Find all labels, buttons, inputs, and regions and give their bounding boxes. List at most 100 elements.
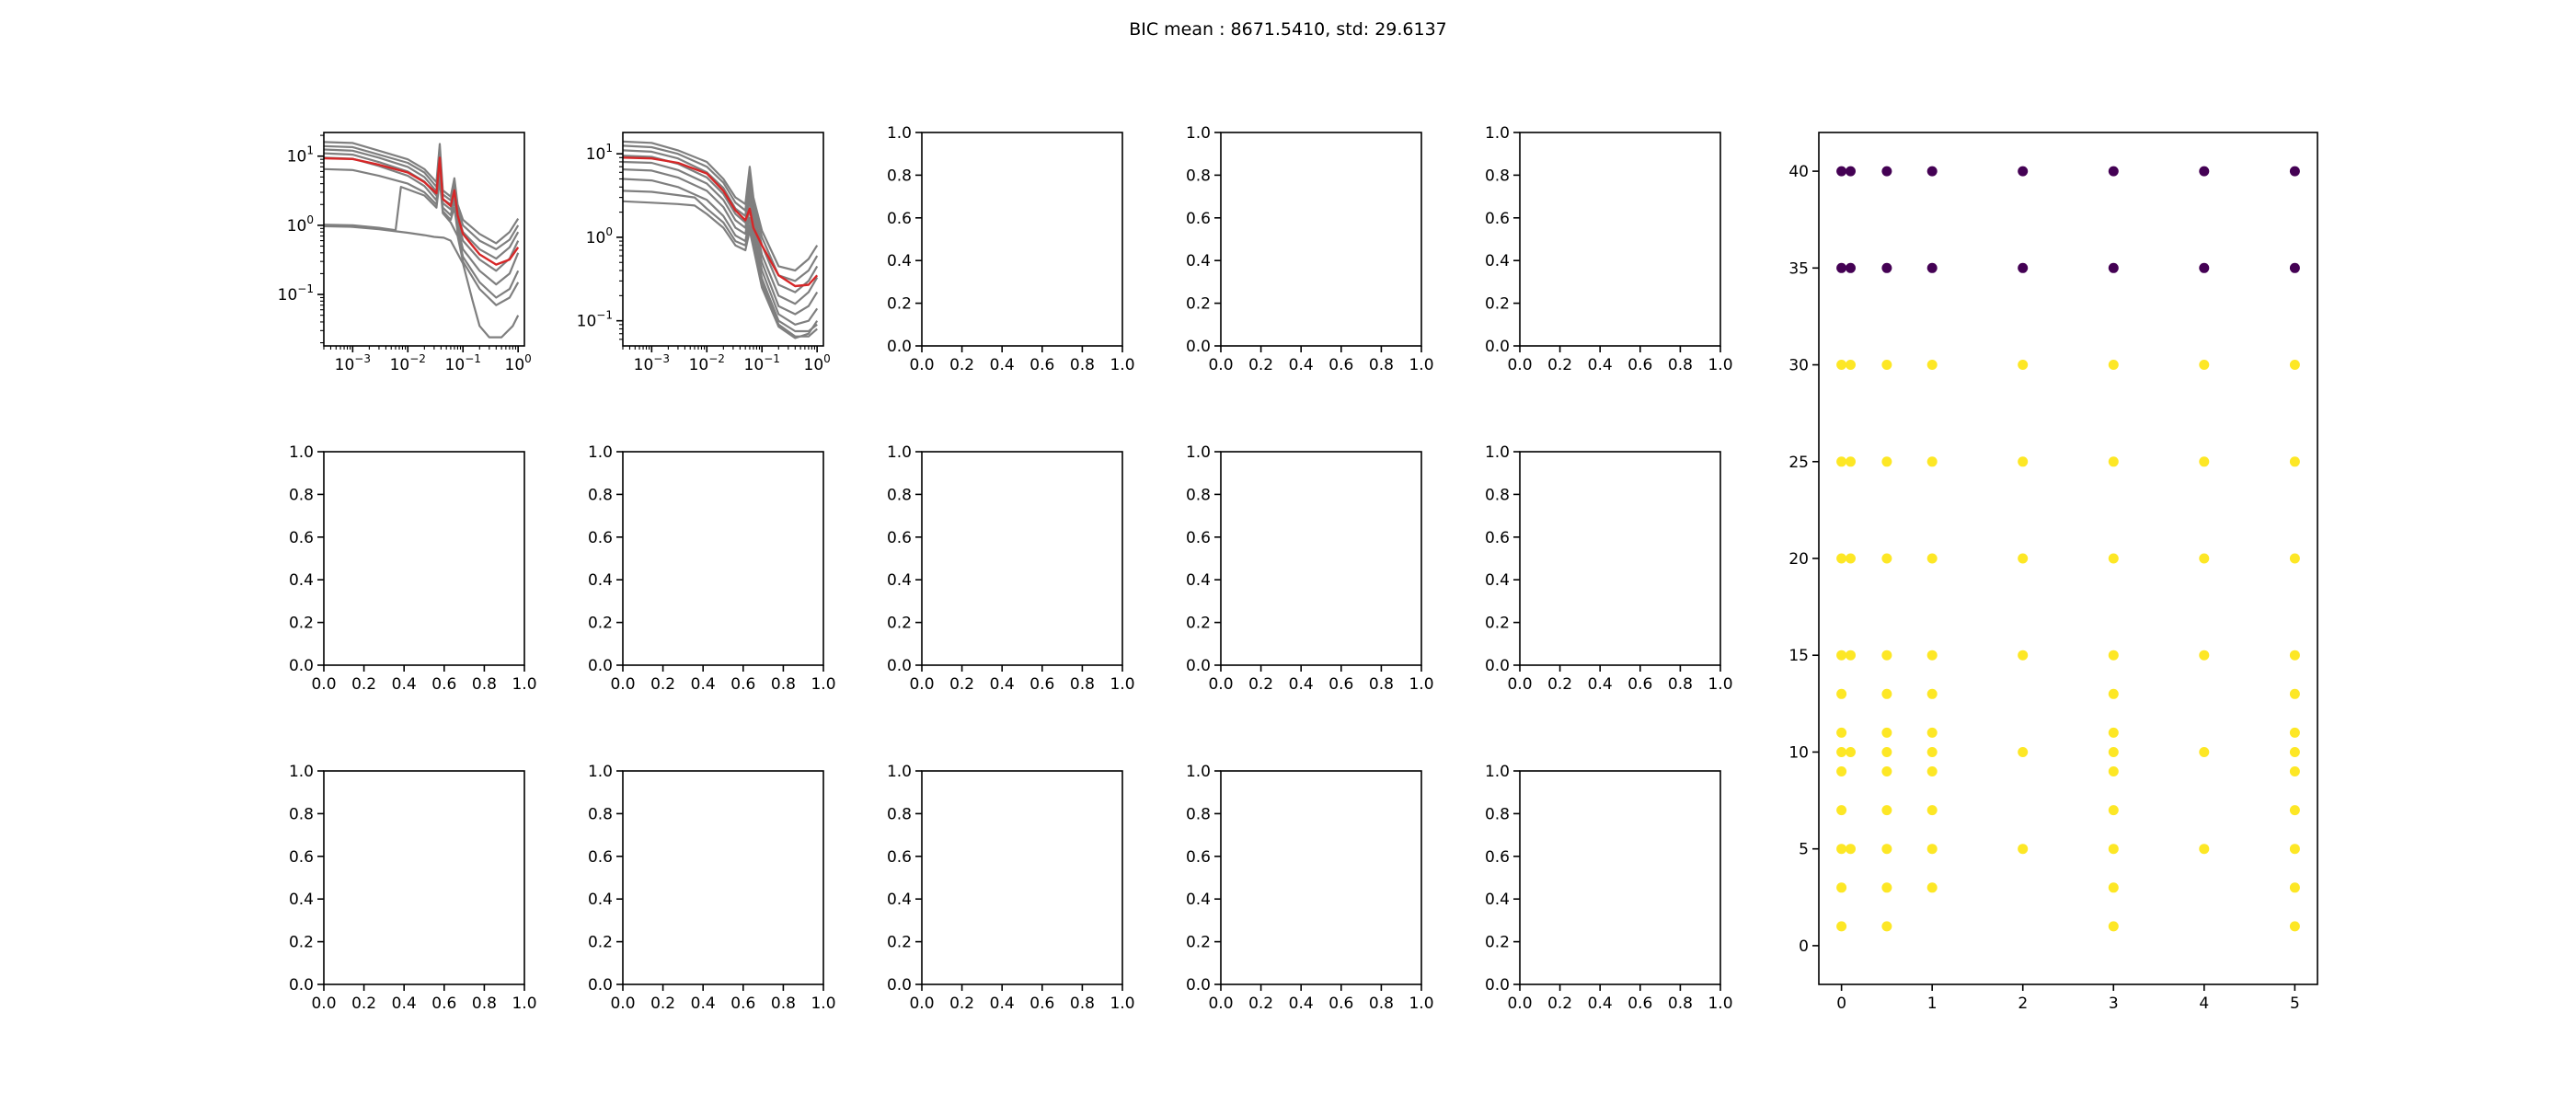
- sample-line-3: [623, 155, 819, 305]
- x-tick-label-3: 0.6: [730, 995, 755, 1013]
- scatter-point-1-41: [2289, 727, 2300, 738]
- x-tick-label-1: 0.2: [351, 675, 376, 694]
- axes-frame: [622, 770, 824, 985]
- scatter-point-0-2: [1881, 166, 1892, 177]
- x-tick-label-2: 0.4: [990, 675, 1015, 694]
- x-tick-label-0: 0.0: [311, 995, 336, 1013]
- x-tick-label-1: 0.2: [1547, 995, 1572, 1013]
- y-tick-label-2: 10−1: [278, 282, 314, 305]
- scatter-point-1-6: [2199, 360, 2210, 370]
- y-tick-label-3: 0.6: [1186, 210, 1211, 228]
- sample-line-2: [623, 149, 819, 293]
- scatter-point-1-4: [2018, 360, 2029, 370]
- scatter-point-1-20: [2018, 553, 2029, 564]
- y-tick-label-1: 0.2: [1186, 615, 1211, 633]
- y-tick-label-5: 1.0: [1485, 443, 1510, 462]
- scatter-point-1-49: [2289, 747, 2300, 757]
- y-tick-label-0: 101: [586, 142, 613, 164]
- scatter-point-1-45: [1926, 747, 1938, 757]
- y-tick-label-0: 0.0: [1186, 657, 1211, 675]
- scatter-point-0-5: [2108, 166, 2119, 177]
- x-tick-label-2: 0.4: [1588, 675, 1613, 694]
- y-tick-label-0: 0.0: [1485, 338, 1510, 356]
- sample-line-5: [623, 168, 819, 326]
- y-tick-label-3: 0.6: [289, 848, 314, 867]
- subplot-row3-col4: 0.0 0.2 0.4 0.6 0.8 1.0 0.0 0.2 0.4 0.6 0.8 1.0: [1186, 763, 1434, 1013]
- y-tick-label-3: 0.6: [289, 529, 314, 547]
- axes-frame: [1519, 770, 1721, 985]
- y-tick-label-4: 0.8: [1186, 167, 1211, 185]
- scatter-point-0-12: [2018, 262, 2029, 273]
- x-tick-label-1: 0.2: [1547, 356, 1572, 374]
- scatter-point-1-50: [1836, 766, 1847, 776]
- x-tick-label-3: 0.6: [431, 675, 456, 694]
- scatter-point-1-54: [2289, 766, 2300, 776]
- x-tick-label-4: 0.8: [1070, 675, 1095, 694]
- x-tick-label-4: 0.8: [1668, 356, 1693, 374]
- sample-line-7: [324, 224, 520, 339]
- scatter-point-1-76: [2289, 921, 2300, 932]
- y-tick-label-0: 0.0: [588, 657, 613, 675]
- x-tick-label-3: 3: [2109, 995, 2119, 1013]
- x-tick-label-1: 0.2: [351, 995, 376, 1013]
- scatter-point-1-14: [2199, 456, 2210, 467]
- x-tick-label-4: 0.8: [472, 995, 497, 1013]
- y-tick-label-5: 1.0: [1186, 124, 1211, 143]
- subplot-row2-col3: 0.0 0.2 0.4 0.6 0.8 1.0 0.0 0.2 0.4 0.6 0.8 1.0: [887, 443, 1135, 694]
- subplot-row2-col4: 0.0 0.2 0.4 0.6 0.8 1.0 0.0 0.2 0.4 0.6 0.8 1.0: [1186, 443, 1434, 694]
- scatter-point-1-26: [1881, 650, 1892, 661]
- scatter-point-1-5: [2108, 360, 2119, 370]
- x-tick-label-1: 0.2: [1248, 356, 1273, 374]
- y-tick-label-1: 0.2: [1186, 295, 1211, 314]
- scatter-point-1-70: [1926, 882, 1938, 893]
- x-tick-label-2: 0.4: [1588, 995, 1613, 1013]
- scatter-point-1-72: [2289, 882, 2300, 893]
- scatter-point-1-47: [2108, 747, 2119, 757]
- scatter-point-1-43: [1846, 747, 1856, 757]
- x-tick-label-2: 0.4: [691, 995, 716, 1013]
- x-tick-label-4: 0.8: [771, 675, 796, 694]
- scatter-point-1-68: [1836, 882, 1847, 893]
- x-tick-label-5: 1.0: [1110, 995, 1134, 1013]
- y-tick-label-5: 1.0: [289, 763, 314, 781]
- x-tick-label-2: 0.4: [1289, 356, 1314, 374]
- axes-frame: [921, 132, 1123, 347]
- y-tick-label-3: 0.6: [588, 848, 613, 867]
- scatter-point-1-22: [2199, 553, 2210, 564]
- x-tick-label-1: 0.2: [949, 356, 974, 374]
- x-tick-label-4: 0.8: [1668, 995, 1693, 1013]
- scatter-point-1-55: [1836, 805, 1847, 816]
- scatter-point-0-3: [1926, 166, 1938, 177]
- x-tick-label-2: 0.4: [990, 995, 1015, 1013]
- x-tick-label-5: 1.0: [1708, 675, 1732, 694]
- x-tick-label-2: 2: [2018, 995, 2028, 1013]
- y-tick-label-2: 0.4: [1485, 252, 1510, 270]
- x-tick-label-0: 0.0: [909, 675, 934, 694]
- x-tick-label-0: 0.0: [1507, 356, 1532, 374]
- subplot-row2-col2: 0.0 0.2 0.4 0.6 0.8 1.0 0.0 0.2 0.4 0.6 0.8 1.0: [588, 443, 836, 694]
- x-tick-label-0: 0.0: [909, 995, 934, 1013]
- y-tick-label-1: 0.2: [887, 934, 912, 952]
- scatter-point-0-7: [2289, 166, 2300, 177]
- scatter-point-1-11: [1926, 456, 1938, 467]
- x-tick-label-1: 10−2: [689, 352, 725, 374]
- subplot-row2-col5: 0.0 0.2 0.4 0.6 0.8 1.0 0.0 0.2 0.4 0.6 0.8 1.0: [1485, 443, 1733, 694]
- scatter-point-1-56: [1881, 805, 1892, 816]
- scatter-point-1-32: [1836, 688, 1847, 699]
- x-tick-label-3: 0.6: [1627, 356, 1652, 374]
- scatter-point-1-38: [1881, 727, 1892, 738]
- sample-line-6: [324, 178, 520, 306]
- x-tick-label-4: 0.8: [771, 995, 796, 1013]
- x-tick-label-2: 0.4: [392, 675, 417, 694]
- scatter-point-1-63: [1926, 844, 1938, 855]
- y-tick-label-0: 101: [287, 144, 314, 167]
- y-tick-label-3: 15: [1788, 647, 1809, 665]
- y-tick-label-5: 1.0: [1186, 763, 1211, 781]
- scatter-point-1-36: [2289, 688, 2300, 699]
- axes-frame: [323, 451, 525, 666]
- subplot-row1-col4: 0.0 0.2 0.4 0.6 0.8 1.0 0.0 0.2 0.4 0.6 0.8 1.0: [1186, 124, 1434, 374]
- axes-frame: [1220, 770, 1422, 985]
- scatter-point-1-73: [1836, 921, 1847, 932]
